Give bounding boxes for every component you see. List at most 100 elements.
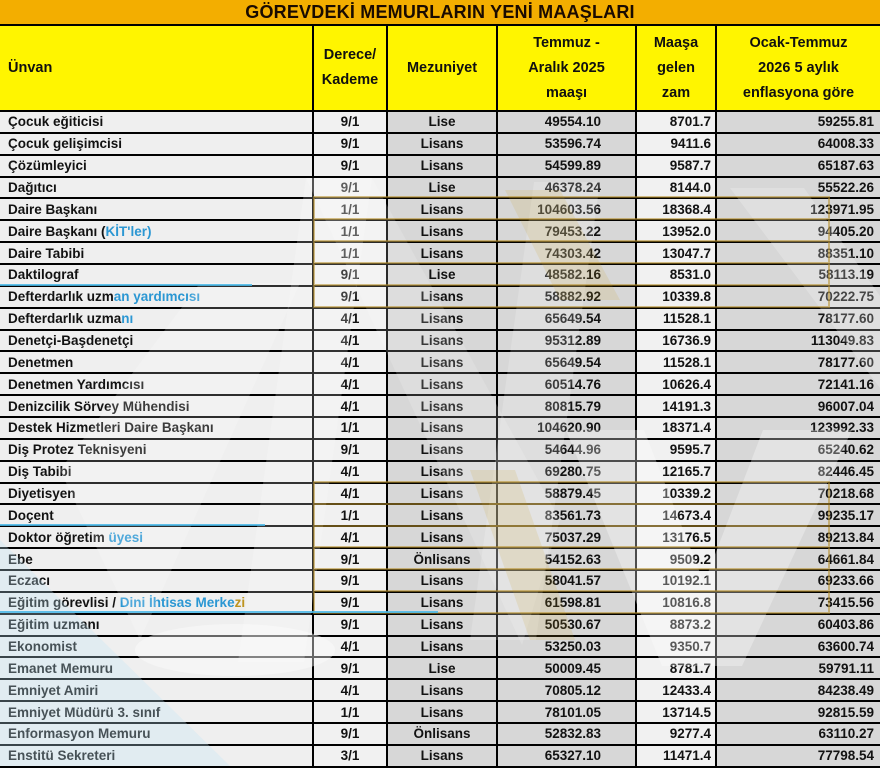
ocak_2026-cell: 82446.45 (715, 459, 880, 484)
mezuniyet-cell: Lisans (386, 241, 498, 266)
maas_2025-cell: 65649.54 (496, 350, 637, 375)
column-header-maas_2025: Temmuz - Aralık 2025 maaşı (496, 24, 637, 112)
table-row: Ebe 9/1 Önlisans 54152.63 9509.2 64661.84 (0, 547, 880, 572)
zam-cell: 10626.4 (635, 372, 717, 397)
table-row: Denetmen 4/1 Lisans 65649.54 11528.1 78177.60 (0, 350, 880, 375)
derece-cell: 9/1 (312, 437, 388, 462)
derece-cell: 1/1 (312, 197, 388, 222)
mezuniyet-cell: Lisans (386, 219, 498, 244)
derece-cell: 4/1 (312, 459, 388, 484)
mezuniyet-cell: Lise (386, 175, 498, 200)
unvan-cell: Dağıtıcı (0, 175, 314, 200)
mezuniyet-cell: Önlisans (386, 547, 498, 572)
table-row: Doçent 1/1 Lisans 83561.73 14673.4 99235.17 (0, 503, 880, 528)
ocak_2026-cell: 65187.63 (715, 153, 880, 178)
mezuniyet-cell: Lise (386, 110, 498, 134)
table-row: Doktor öğretim üyesi 4/1 Lisans 75037.29 131… (0, 525, 880, 550)
maas_2025-cell: 83561.73 (496, 503, 637, 528)
zam-cell: 8701.7 (635, 110, 717, 134)
derece-cell: 1/1 (312, 241, 388, 266)
mezuniyet-cell: Lisans (386, 416, 498, 440)
ocak_2026-cell: 72141.16 (715, 372, 880, 397)
column-header-derece: Derece/Kademe (312, 24, 388, 112)
table-row: Diş Tabibi 4/1 Lisans 69280.75 12165.7 82446.… (0, 459, 880, 484)
zam-cell: 9587.7 (635, 153, 717, 178)
salary-table: Ünvan Derece/Kademe Mezuniyet Temmuz - Aralı… (0, 24, 880, 768)
maas_2025-cell: 78101.05 (496, 700, 637, 725)
zam-cell: 12165.7 (635, 459, 717, 484)
derece-cell: 4/1 (312, 328, 388, 353)
table-row: Emniyet Müdürü 3. sınıf 1/1 Lisans 78101.05… (0, 700, 880, 725)
zam-cell: 8144.0 (635, 175, 717, 200)
zam-cell: 10339.2 (635, 481, 717, 506)
mezuniyet-cell: Lisans (386, 612, 498, 637)
unvan-cell: Eczacı (0, 569, 314, 593)
table-row: Destek Hizmetleri Daire Başkanı 1/1 Lisans… (0, 416, 880, 440)
mezuniyet-cell: Lisans (386, 284, 498, 309)
maas_2025-cell: 58041.57 (496, 569, 637, 593)
maas_2025-cell: 53250.03 (496, 634, 637, 659)
zam-cell: 9277.4 (635, 722, 717, 746)
maas_2025-cell: 46378.24 (496, 175, 637, 200)
ocak_2026-cell: 77798.54 (715, 743, 880, 768)
table-row: Enstitü Sekreteri 3/1 Lisans 65327.10 11471.… (0, 743, 880, 768)
ocak_2026-cell: 89213.84 (715, 525, 880, 550)
derece-cell: 9/1 (312, 175, 388, 200)
derece-cell: 3/1 (312, 743, 388, 768)
table-header-row: Ünvan Derece/Kademe Mezuniyet Temmuz - Aralı… (0, 24, 880, 112)
zam-cell: 14673.4 (635, 503, 717, 528)
maas_2025-cell: 48582.16 (496, 263, 637, 287)
zam-cell: 11471.4 (635, 743, 717, 768)
maas_2025-cell: 80815.79 (496, 394, 637, 419)
unvan-cell: Enformasyon Memuru (0, 722, 314, 746)
mezuniyet-cell: Lisans (386, 525, 498, 550)
derece-cell: 9/1 (312, 547, 388, 572)
maas_2025-cell: 65649.54 (496, 306, 637, 331)
ocak_2026-cell: 78177.60 (715, 306, 880, 331)
unvan-cell: Daire Tabibi (0, 241, 314, 266)
table-row: Eczacı 9/1 Lisans 58041.57 10192.1 69233.66 (0, 569, 880, 593)
mezuniyet-cell: Lisans (386, 153, 498, 178)
derece-cell: 9/1 (312, 612, 388, 637)
maas_2025-cell: 49554.10 (496, 110, 637, 134)
derece-cell: 1/1 (312, 503, 388, 528)
mezuniyet-cell: Lise (386, 656, 498, 681)
mezuniyet-cell: Lisans (386, 372, 498, 397)
derece-cell: 9/1 (312, 722, 388, 746)
table-row: Daire Tabibi 1/1 Lisans 74303.42 13047.7 8835… (0, 241, 880, 266)
zam-cell: 12433.4 (635, 678, 717, 703)
table-row: Eğitim görevlisi / Dini İhtisas Merkezi 9… (0, 590, 880, 615)
zam-cell: 11528.1 (635, 350, 717, 375)
mezuniyet-cell: Önlisans (386, 722, 498, 746)
unvan-cell: Ebe (0, 547, 314, 572)
ocak_2026-cell: 69233.66 (715, 569, 880, 593)
table-row: Dağıtıcı 9/1 Lise 46378.24 8144.0 55522.26 (0, 175, 880, 200)
ocak_2026-cell: 64008.33 (715, 131, 880, 156)
maas_2025-cell: 74303.42 (496, 241, 637, 266)
unvan-cell: Defterdarlık uzmanı (0, 306, 314, 331)
ocak_2026-cell: 70222.75 (715, 284, 880, 309)
unvan-cell: Emniyet Amiri (0, 678, 314, 703)
ocak_2026-cell: 58113.19 (715, 263, 880, 287)
unvan-cell: Emanet Memuru (0, 656, 314, 681)
maas_2025-cell: 79453.22 (496, 219, 637, 244)
unvan-cell: Denetçi-Başdenetçi (0, 328, 314, 353)
zam-cell: 9509.2 (635, 547, 717, 572)
mezuniyet-cell: Lisans (386, 481, 498, 506)
ocak_2026-cell: 88351.10 (715, 241, 880, 266)
unvan-cell: Emniyet Müdürü 3. sınıf (0, 700, 314, 725)
table-row: Denetçi-Başdenetçi 4/1 Lisans 95312.89 16736… (0, 328, 880, 353)
zam-cell: 10816.8 (635, 590, 717, 615)
derece-cell: 4/1 (312, 678, 388, 703)
ocak_2026-cell: 63110.27 (715, 722, 880, 746)
ocak_2026-cell: 96007.04 (715, 394, 880, 419)
zam-cell: 13952.0 (635, 219, 717, 244)
table-row: Defterdarlık uzman yardımcısı 9/1 Lisans 58… (0, 284, 880, 309)
maas_2025-cell: 53596.74 (496, 131, 637, 156)
table-row: Daire Başkanı (KİT'ler) 1/1 Lisans 79453.22… (0, 219, 880, 244)
maas_2025-cell: 52832.83 (496, 722, 637, 746)
unvan-cell: Diş Tabibi (0, 459, 314, 484)
unvan-cell: Daire Başkanı (KİT'ler) (0, 219, 314, 244)
maas_2025-cell: 65327.10 (496, 743, 637, 768)
zam-cell: 13714.5 (635, 700, 717, 725)
